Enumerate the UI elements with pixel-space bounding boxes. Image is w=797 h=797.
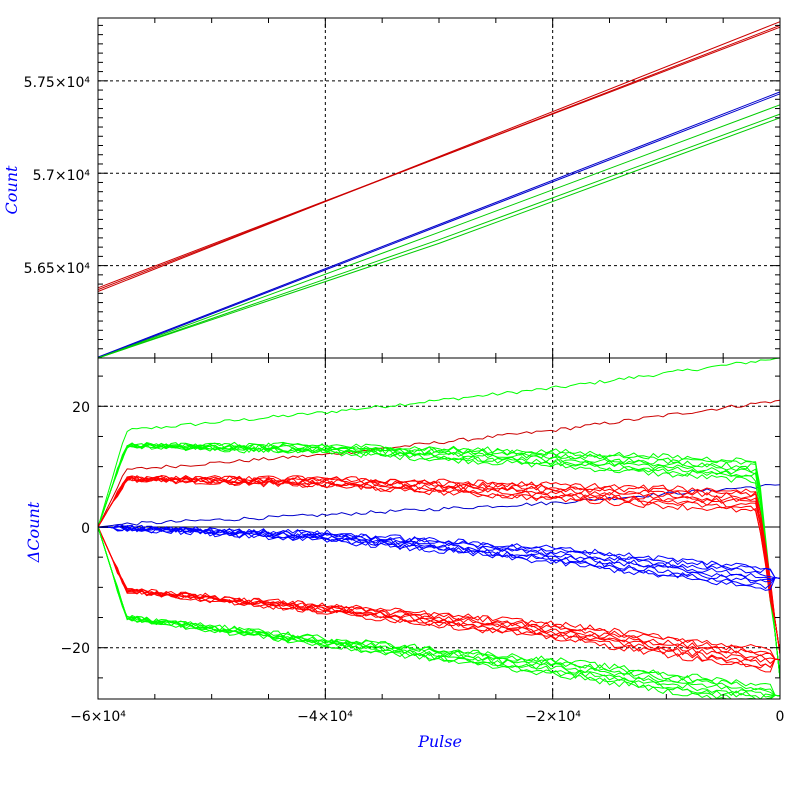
bot-series-line [97,526,781,700]
bot-series-line [97,442,781,678]
top-y-axis-title: Count [2,165,21,214]
xtick-label-0: −6×10⁴ [70,709,126,725]
bot-series-line [97,524,781,579]
top-ytick-label-1: 5.7×10⁴ [33,168,91,184]
bottom-ytick-label-2: 20 [72,400,90,416]
bottom-y-axis-title: ΔCount [24,501,43,563]
bottom-panel [97,357,781,700]
bot-series-line [97,526,781,698]
top-series-line [97,113,781,359]
top-ytick-label-2: 5.75×10⁴ [24,75,91,91]
bot-series-line [97,442,781,678]
bottom-ytick-label-1: 0 [81,521,90,537]
top-series-line [97,21,781,292]
bot-series-line [97,524,781,579]
bot-series-line [97,526,781,661]
bot-series-line [97,526,781,697]
bot-series-line [97,399,781,528]
xtick-label-2: −2×10⁴ [525,709,581,725]
bot-series-line [97,483,781,528]
xtick-label-3: 0 [776,709,785,725]
top-series-line [97,91,781,358]
bot-series-line [97,475,781,654]
top-series-line [97,93,781,359]
top-frame [97,17,781,359]
top-series-line [97,117,781,359]
xtick-label-1: −4×10⁴ [297,709,353,725]
bot-series-line [97,524,781,590]
bot-series-line [97,476,781,654]
top-series-line [97,104,781,359]
bot-series-line [97,526,781,700]
bot-series-line [97,526,781,697]
top-series-line [97,26,781,289]
bot-series-line [97,474,781,654]
bot-series-line [97,525,781,591]
bot-series-line [97,441,781,678]
bot-series-line [97,443,781,678]
top-ytick-label-0: 5.65×10⁴ [24,261,91,277]
x-axis-title: Pulse [417,732,462,751]
bottom-ytick-label-0: −20 [60,641,90,657]
top-panel [97,17,781,359]
bot-series-line [97,357,781,528]
bot-series-line [97,526,781,697]
